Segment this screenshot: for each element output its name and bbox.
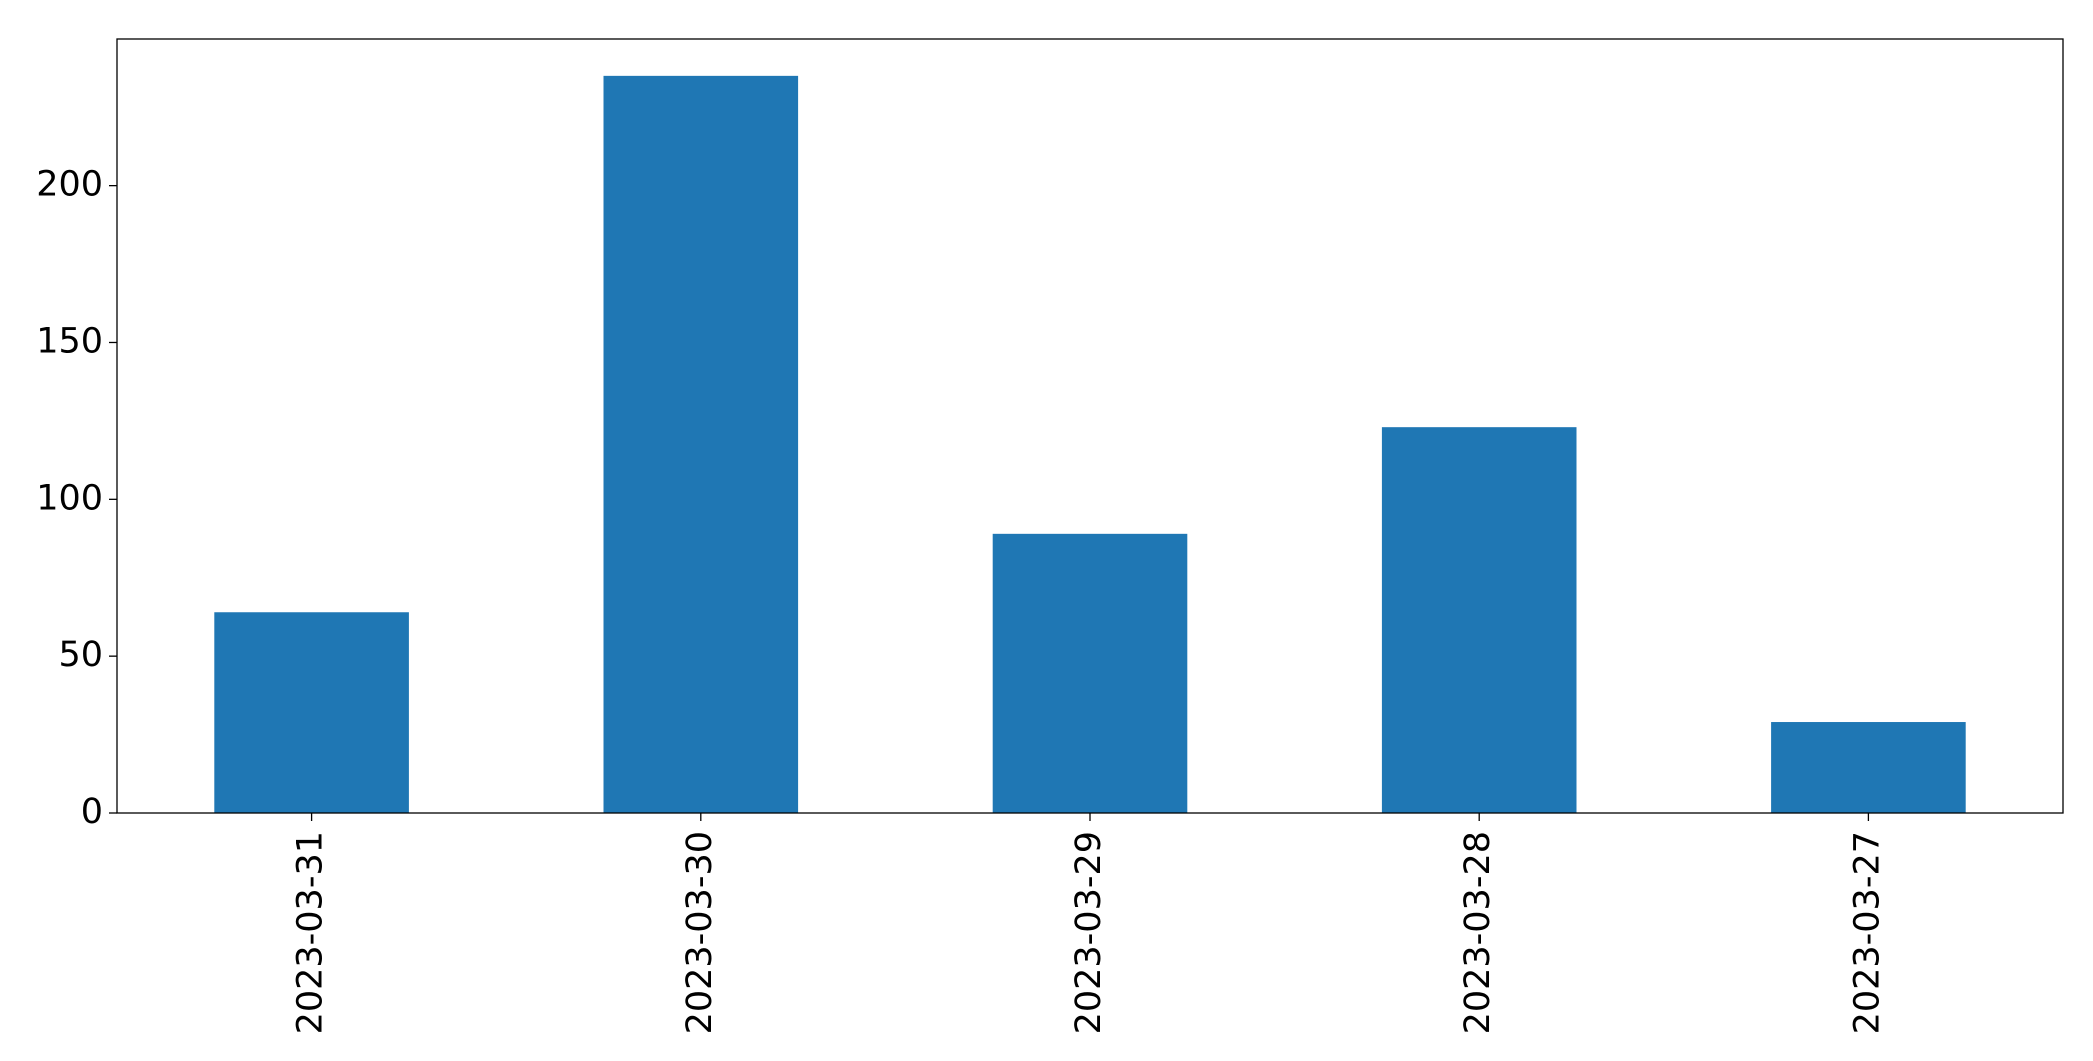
x-tick-label: 2023-03-29 [1069,831,1109,1034]
x-tick-label: 2023-03-30 [680,831,720,1034]
bar [992,533,1188,813]
bar [214,612,409,813]
bar [603,75,799,814]
x-tick-label: 2023-03-28 [1458,831,1498,1034]
y-tick-label: 100 [36,478,103,518]
y-tick-label: 0 [81,792,103,832]
bar [1771,722,1966,813]
x-tick-label: 2023-03-31 [291,831,331,1034]
x-tick-label: 2023-03-27 [1847,831,1887,1034]
bar [1381,427,1577,813]
y-tick-label: 150 [36,321,103,361]
y-tick-label: 200 [36,165,103,205]
plot-frame [116,38,2064,814]
y-tick-label: 50 [58,635,103,675]
